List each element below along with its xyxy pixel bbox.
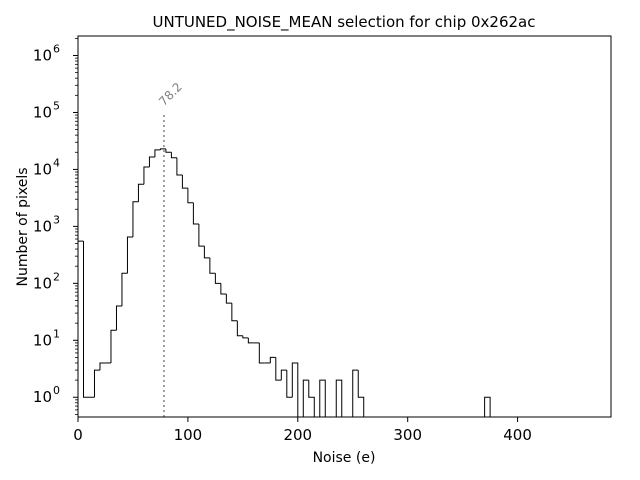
histogram-bin: [352, 369, 359, 417]
histogram-bin: [115, 305, 122, 331]
histogram-bin: [143, 166, 150, 185]
y-tick-label: 10: [33, 331, 52, 349]
chart-title: UNTUNED_NOISE_MEAN selection for chip 0x…: [153, 13, 536, 32]
histogram-bin: [286, 370, 293, 398]
plot-frame: [77, 35, 612, 418]
histogram-bin: [302, 379, 309, 417]
histogram-bin: [209, 257, 216, 274]
histogram-bin: [187, 188, 194, 204]
y-tick-exponent: 0: [53, 384, 60, 397]
y-tick-exponent: 5: [53, 99, 60, 112]
histogram-bin: [126, 236, 133, 274]
histogram-bin: [181, 174, 188, 189]
histogram-bin: [280, 369, 287, 381]
histogram-bin: [242, 335, 249, 339]
histogram-bin: [220, 283, 227, 295]
histogram-bin: [236, 320, 243, 337]
histogram-bin: [319, 379, 326, 417]
mean-marker-label: 78.2: [156, 80, 185, 109]
histogram-bin: [192, 202, 199, 225]
y-tick-exponent: 3: [53, 213, 60, 226]
y-tick-label: 10: [33, 47, 52, 65]
histogram-bin: [165, 148, 172, 153]
histogram-bin: [82, 241, 89, 398]
histogram-bin: [484, 396, 491, 417]
y-tick-label: 10: [33, 388, 52, 406]
x-tick-label: 300: [393, 426, 422, 444]
x-tick-label: 0: [73, 426, 83, 444]
histogram-bin: [132, 201, 139, 238]
histogram-bin: [231, 303, 238, 322]
histogram-bin: [121, 272, 128, 306]
histogram-bin: [275, 357, 282, 381]
histogram-bin: [258, 342, 265, 364]
histogram-bin: [154, 149, 161, 158]
histogram-bin: [159, 148, 166, 150]
histogram-bin: [247, 337, 254, 344]
x-axis-label: Noise (e): [313, 450, 376, 466]
y-tick-exponent: 4: [53, 156, 60, 169]
x-tick-label: 400: [503, 426, 532, 444]
y-tick-exponent: 1: [53, 327, 60, 340]
plot-area: 78.2: [77, 80, 491, 417]
y-tick-label: 10: [33, 217, 52, 235]
histogram-bin: [308, 380, 315, 417]
histogram-bin: [269, 356, 276, 363]
x-tick-label: 100: [174, 426, 203, 444]
histogram-bin: [110, 329, 117, 363]
y-tick-label: 10: [33, 274, 52, 292]
y-tick-label: 10: [33, 160, 52, 178]
histogram-bin: [214, 273, 221, 284]
y-tick-exponent: 6: [53, 43, 60, 56]
histogram-bin: [198, 224, 205, 247]
histogram-bin: [203, 246, 210, 259]
histogram-bin: [357, 370, 365, 417]
histogram-bin: [176, 157, 183, 176]
histogram-bin: [99, 362, 106, 371]
histogram-bin: [225, 293, 232, 304]
y-tick-exponent: 2: [53, 270, 60, 283]
x-tick-label: 200: [283, 426, 312, 444]
histogram-bin: [170, 152, 177, 159]
histogram-bin: [93, 369, 100, 398]
x-axis: 0 100 200 300 400: [73, 417, 532, 444]
histogram-bin: [335, 379, 343, 417]
histogram-bin: [291, 362, 299, 417]
histogram-bin: [137, 183, 144, 202]
histogram-bin: [148, 156, 155, 168]
histogram-bin: [77, 240, 84, 417]
y-tick-label: 10: [33, 103, 52, 121]
y-axis-label: Number of pixels: [15, 167, 31, 286]
